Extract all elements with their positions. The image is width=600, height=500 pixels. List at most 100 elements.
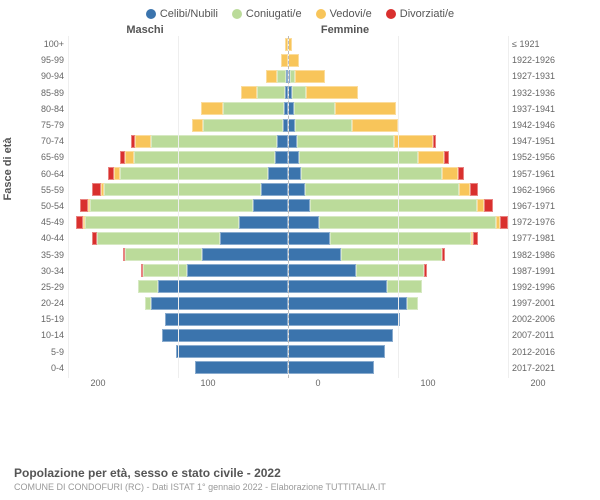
bar-segment: [266, 70, 277, 83]
bar-segment: [288, 135, 297, 148]
bar-segment: [277, 135, 288, 148]
bar-segment: [295, 119, 352, 132]
pyramid-row: 0-42017-2021: [30, 360, 590, 376]
bar-segment: [288, 199, 310, 212]
chart-footer: Popolazione per età, sesso e stato civil…: [14, 466, 386, 492]
birth-year-label: 1962-1966: [508, 185, 570, 195]
pyramid-row: 95-991922-1926: [30, 52, 590, 68]
bar-segment: [135, 135, 150, 148]
footer-subtitle: COMUNE DI CONDOFURI (RC) - Dati ISTAT 1°…: [14, 482, 386, 492]
bar-segment: [288, 345, 385, 358]
bar-segment: [288, 297, 407, 310]
bar-segment: [257, 86, 285, 99]
bar-segment: [201, 102, 223, 115]
birth-year-label: 2012-2016: [508, 347, 570, 357]
bar-segment: [288, 329, 393, 342]
bar-segment: [356, 264, 424, 277]
legend-item: Celibi/Nubili: [146, 8, 218, 20]
pyramid-row: 80-841937-1941: [30, 101, 590, 117]
center-line: [288, 36, 289, 378]
x-tick-label: 100: [420, 378, 435, 388]
legend: Celibi/Nubili Coniugati/e Vedovi/e Divorzia…: [0, 0, 600, 24]
legend-label: Vedovi/e: [330, 8, 372, 20]
birth-year-label: 1972-1976: [508, 217, 570, 227]
pyramid-row: 10-142007-2011: [30, 327, 590, 343]
age-label: 75-79: [30, 120, 68, 130]
bar-segment: [120, 167, 269, 180]
age-label: 50-54: [30, 201, 68, 211]
bar-segment: [134, 151, 275, 164]
bar-segment: [268, 167, 288, 180]
bar-segment: [473, 232, 479, 245]
birth-year-label: ≤ 1921: [508, 39, 570, 49]
bar-segment: [104, 183, 260, 196]
bar-segment: [459, 183, 470, 196]
pyramid-row: 5-9 2012-2016: [30, 344, 590, 360]
bar-segment: [288, 216, 319, 229]
age-label: 40-44: [30, 233, 68, 243]
birth-year-label: 1982-1986: [508, 250, 570, 260]
birth-year-label: 1927-1931: [508, 71, 570, 81]
grid-line: [178, 36, 179, 378]
pyramid-row: 70-741947-1951: [30, 133, 590, 149]
bar-segment: [92, 183, 101, 196]
age-label: 55-59: [30, 185, 68, 195]
bar-segment: [288, 264, 356, 277]
population-pyramid-chart: Fasce di età Anni di nascita 100+≤ 19219…: [30, 36, 590, 416]
pyramid-row: 15-192002-2006: [30, 311, 590, 327]
age-label: 100+: [30, 39, 68, 49]
age-label: 5-9: [30, 347, 68, 357]
birth-year-label: 1997-2001: [508, 298, 570, 308]
pyramid-row: 75-79 1942-1946: [30, 117, 590, 133]
pyramid-row: 60-641957-1961: [30, 166, 590, 182]
bar-segment: [261, 183, 289, 196]
bar-segment: [253, 199, 288, 212]
pyramid-row: 100+ ≤ 1921: [30, 36, 590, 52]
bar-segment: [442, 167, 459, 180]
legend-label: Divorziati/e: [400, 8, 454, 20]
bar-segment: [424, 264, 426, 277]
birth-year-label: 1977-1981: [508, 233, 570, 243]
age-label: 90-94: [30, 71, 68, 81]
birth-year-label: 1942-1946: [508, 120, 570, 130]
bar-segment: [288, 183, 305, 196]
bar-segment: [352, 119, 398, 132]
birth-year-label: 1937-1941: [508, 104, 570, 114]
legend-swatch: [146, 9, 156, 19]
bar-segment: [292, 86, 305, 99]
bar-segment: [151, 297, 289, 310]
bar-segment: [108, 167, 115, 180]
legend-label: Coniugati/e: [246, 8, 302, 20]
pyramid-row: 30-341987-1991: [30, 263, 590, 279]
bar-segment: [288, 54, 299, 67]
bar-segment: [295, 70, 326, 83]
pyramid-row: 50-541967-1971: [30, 198, 590, 214]
age-label: 30-34: [30, 266, 68, 276]
bar-segment: [202, 248, 288, 261]
bar-segment: [90, 199, 253, 212]
legend-label: Celibi/Nubili: [160, 8, 218, 20]
age-label: 25-29: [30, 282, 68, 292]
bar-segment: [223, 102, 284, 115]
bar-segment: [458, 167, 464, 180]
x-tick-label: 200: [530, 378, 545, 388]
bar-segment: [288, 151, 299, 164]
footer-title: Popolazione per età, sesso e stato civil…: [14, 466, 386, 480]
pyramid-row: 65-691952-1956: [30, 149, 590, 165]
bar-segment: [294, 102, 336, 115]
pyramid-row: 25-291992-1996: [30, 279, 590, 295]
bar-segment: [277, 70, 286, 83]
legend-swatch: [232, 9, 242, 19]
bar-segment: [192, 119, 203, 132]
bar-segment: [418, 151, 444, 164]
x-tick-label: 200: [90, 378, 105, 388]
bar-segment: [151, 135, 278, 148]
bar-segment: [176, 345, 288, 358]
age-label: 0-4: [30, 363, 68, 373]
pyramid-row: 20-241997-2001: [30, 295, 590, 311]
bar-segment: [138, 280, 158, 293]
bar-segment: [330, 232, 471, 245]
pyramid-row: 90-94 1927-1931: [30, 68, 590, 84]
header-males: Maschi: [0, 24, 230, 36]
bar-segment: [500, 216, 508, 229]
